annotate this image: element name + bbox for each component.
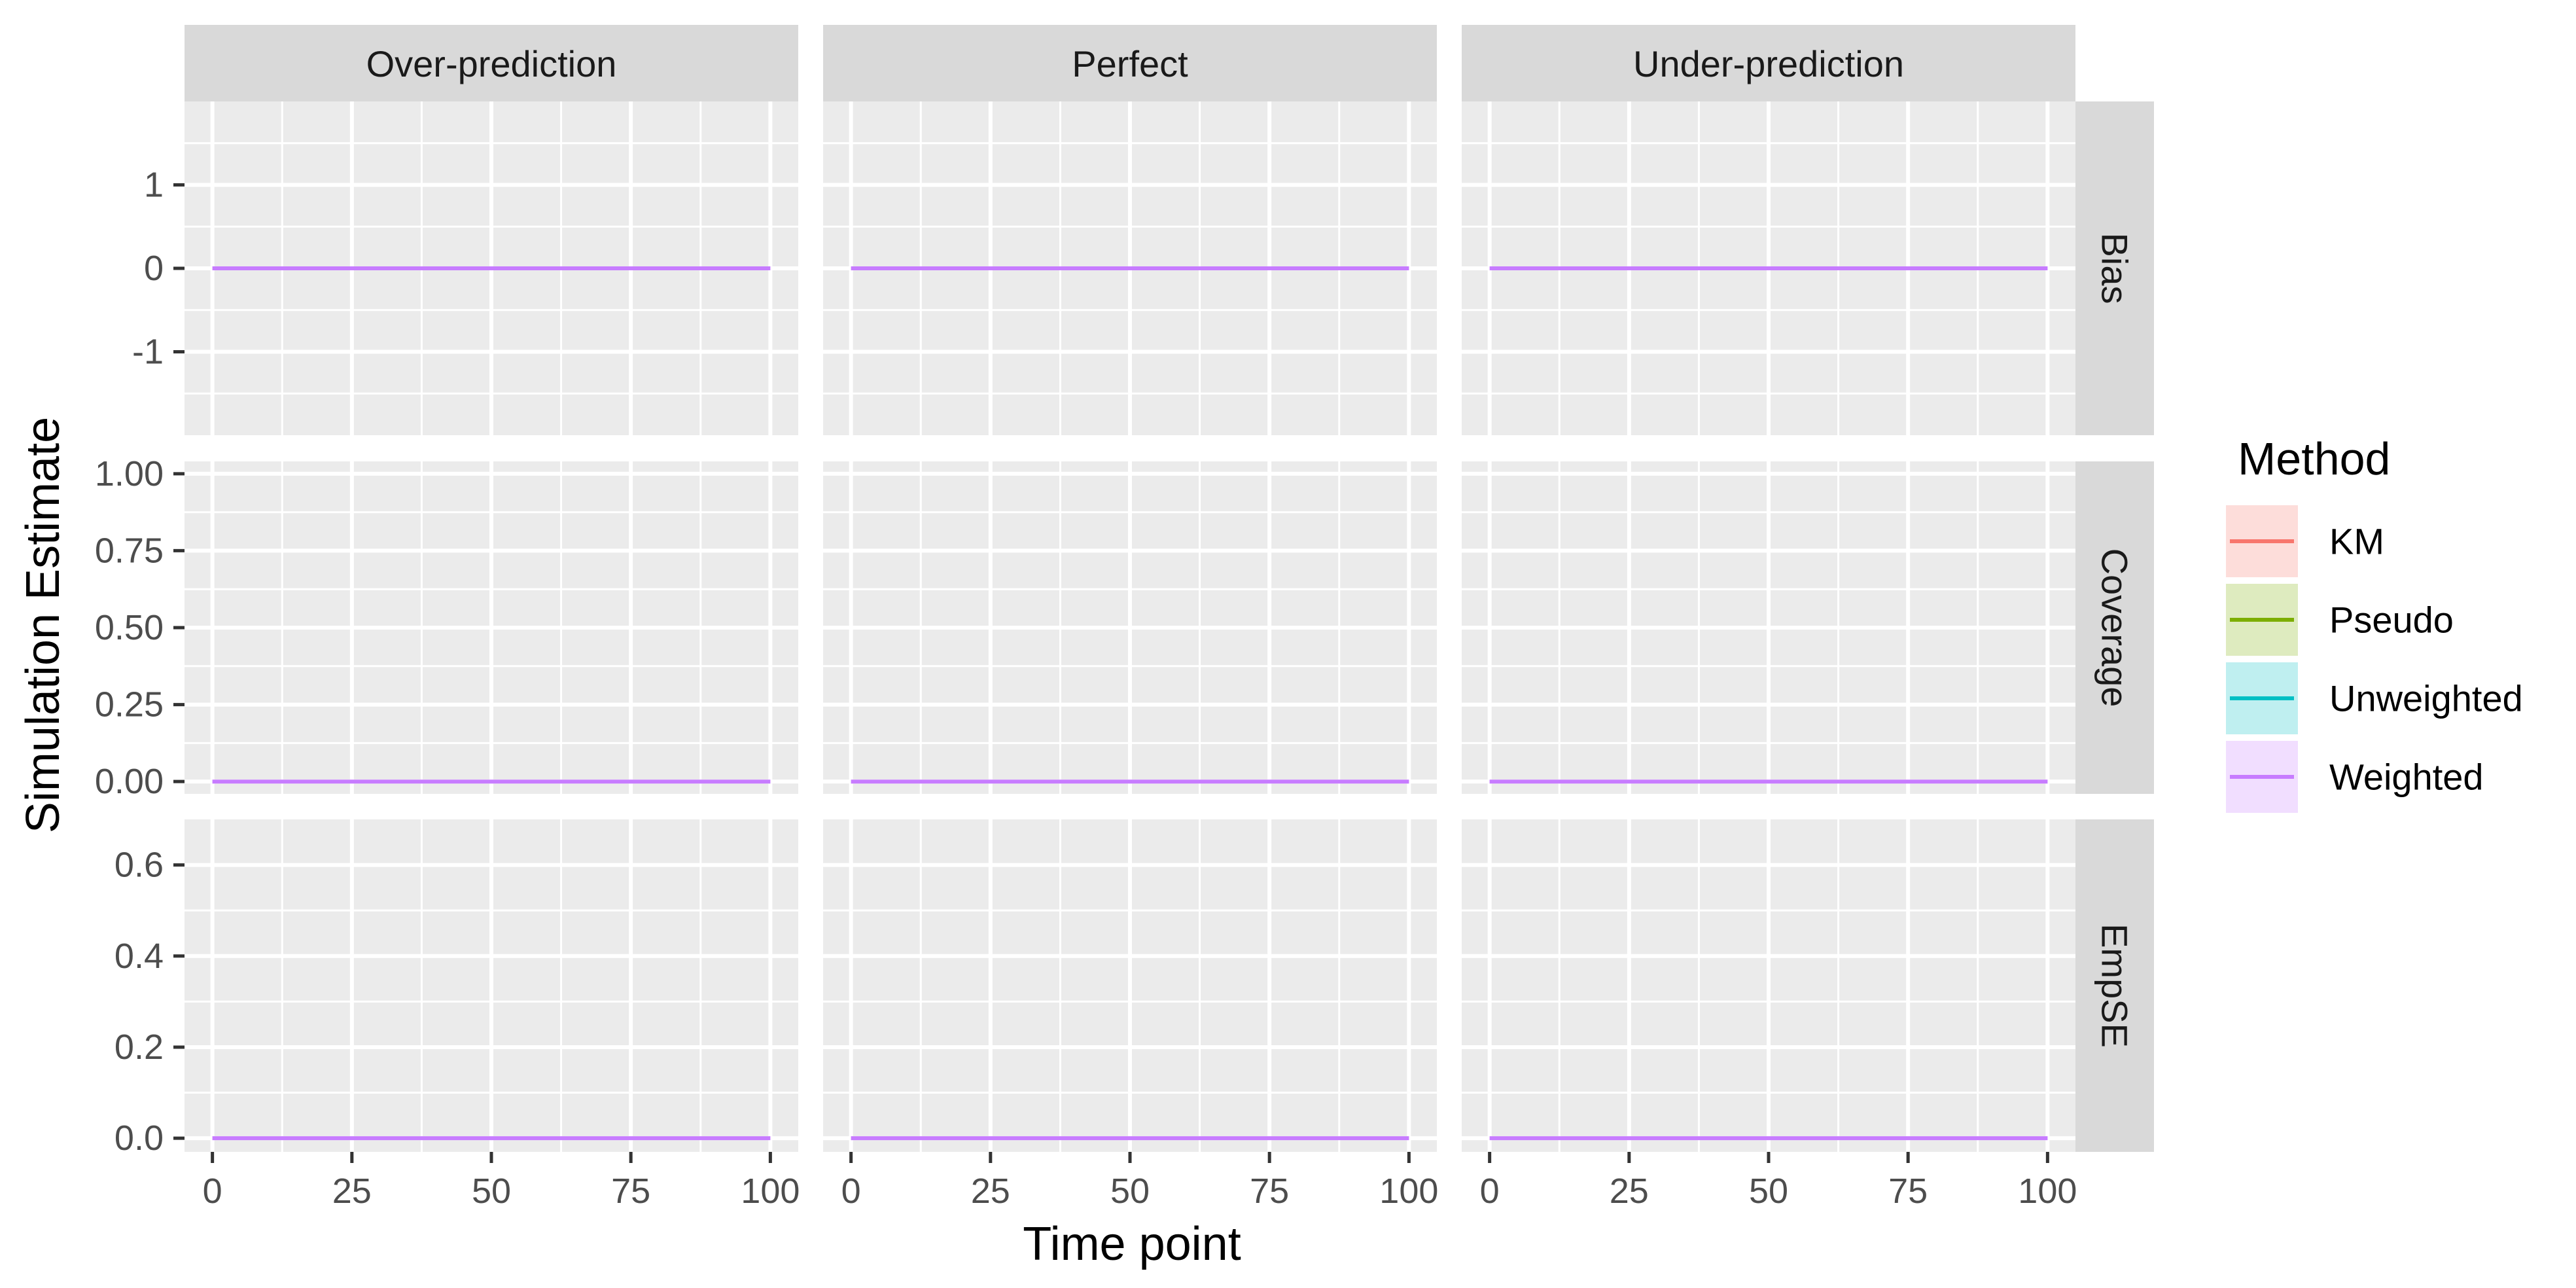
legend-label-weighted: Weighted bbox=[2329, 757, 2484, 798]
legend-keys: KM Pseudo Unweighted Weighted bbox=[2223, 503, 2523, 815]
y-tick-label-empse-0: 0.6 bbox=[115, 846, 164, 885]
y-tick-label-bias-1: 0 bbox=[144, 249, 164, 288]
x-tick-label-perfect-2: 50 bbox=[1110, 1172, 1150, 1211]
panel-under-prediction-empse bbox=[1462, 819, 2075, 1152]
x-tick-label-perfect-4: 100 bbox=[1379, 1172, 1438, 1211]
y-tick-label-bias-0: 1 bbox=[144, 166, 164, 205]
strip-label-coverage: Coverage bbox=[2094, 548, 2136, 707]
panels bbox=[185, 101, 2075, 1152]
panel-perfect-empse bbox=[823, 819, 1437, 1152]
y-axis-title: Simulation Estimate bbox=[17, 417, 69, 833]
panel-perfect-coverage bbox=[823, 461, 1437, 794]
legend-entry-weighted: Weighted bbox=[2223, 738, 2484, 815]
x-tick-label-perfect-3: 75 bbox=[1250, 1172, 1289, 1211]
strip-label-over-prediction: Over-prediction bbox=[366, 43, 617, 84]
y-tick-label-coverage-1: 0.75 bbox=[95, 531, 164, 570]
y-axes: 1 0 -1 1.00 0.75 0.50 0.25 0.00 0.6 0.4 0.2 0.0 bbox=[95, 166, 185, 1158]
y-tick-label-bias-2: -1 bbox=[132, 332, 164, 372]
x-tick-label-over-prediction-0: 0 bbox=[203, 1172, 222, 1211]
x-tick-label-under-prediction-4: 100 bbox=[2018, 1172, 2077, 1211]
legend-entry-pseudo: Pseudo bbox=[2223, 581, 2454, 658]
y-tick-label-coverage-0: 1.00 bbox=[95, 454, 164, 493]
y-tick-label-empse-1: 0.4 bbox=[115, 937, 164, 976]
x-tick-label-over-prediction-2: 50 bbox=[472, 1172, 511, 1211]
legend-title: Method bbox=[2238, 433, 2390, 484]
strip-label-bias: Bias bbox=[2094, 233, 2136, 304]
x-axes: 0 25 50 75 100 0 25 50 75 100 0 25 50 75 100 bbox=[203, 1152, 2077, 1211]
y-tick-label-coverage-3: 0.25 bbox=[95, 685, 164, 724]
legend-entry-km: KM bbox=[2223, 503, 2384, 580]
panel-under-prediction-coverage bbox=[1462, 461, 2075, 794]
y-tick-label-empse-2: 0.2 bbox=[115, 1028, 164, 1067]
strip-col-perfect bbox=[823, 25, 1437, 101]
column-strips: Over-prediction Perfect Under-prediction bbox=[185, 25, 2075, 101]
legend-label-unweighted: Unweighted bbox=[2329, 678, 2523, 719]
y-tick-label-empse-3: 0.0 bbox=[115, 1118, 164, 1158]
x-tick-label-under-prediction-1: 25 bbox=[1610, 1172, 1649, 1211]
x-tick-label-over-prediction-1: 25 bbox=[332, 1172, 372, 1211]
panel-perfect-bias bbox=[823, 101, 1437, 435]
x-tick-label-under-prediction-2: 50 bbox=[1749, 1172, 1788, 1211]
row-strips: Bias Coverage EmpSE bbox=[2075, 101, 2154, 1152]
x-tick-label-under-prediction-3: 75 bbox=[1888, 1172, 1928, 1211]
x-tick-label-under-prediction-0: 0 bbox=[1480, 1172, 1500, 1211]
strip-col-under-prediction bbox=[1462, 25, 2075, 101]
panel-over-prediction-bias bbox=[185, 101, 798, 435]
legend: Method KM Pseudo Unweighted Weighted bbox=[2223, 433, 2523, 815]
legend-label-pseudo: Pseudo bbox=[2329, 599, 2454, 641]
strip-label-under-prediction: Under-prediction bbox=[1633, 43, 1904, 84]
panel-under-prediction-bias bbox=[1462, 101, 2075, 435]
y-tick-label-coverage-4: 0.00 bbox=[95, 762, 164, 801]
x-axis-title: Time point bbox=[1023, 1218, 1241, 1270]
panel-over-prediction-empse bbox=[185, 819, 798, 1152]
strip-col-over-prediction bbox=[185, 25, 798, 101]
x-tick-label-perfect-0: 0 bbox=[841, 1172, 861, 1211]
legend-label-km: KM bbox=[2329, 521, 2384, 562]
x-tick-label-over-prediction-3: 75 bbox=[611, 1172, 650, 1211]
strip-row-empse bbox=[2075, 819, 2154, 1152]
strip-row-bias bbox=[2075, 101, 2154, 435]
x-tick-label-perfect-1: 25 bbox=[971, 1172, 1010, 1211]
strip-label-perfect: Perfect bbox=[1072, 43, 1188, 84]
legend-entry-unweighted: Unweighted bbox=[2223, 660, 2523, 737]
strip-row-coverage bbox=[2075, 461, 2154, 794]
panel-over-prediction-coverage bbox=[185, 461, 798, 794]
x-tick-label-over-prediction-4: 100 bbox=[741, 1172, 800, 1211]
strip-label-empse: EmpSE bbox=[2094, 923, 2136, 1048]
y-tick-label-coverage-2: 0.50 bbox=[95, 608, 164, 647]
